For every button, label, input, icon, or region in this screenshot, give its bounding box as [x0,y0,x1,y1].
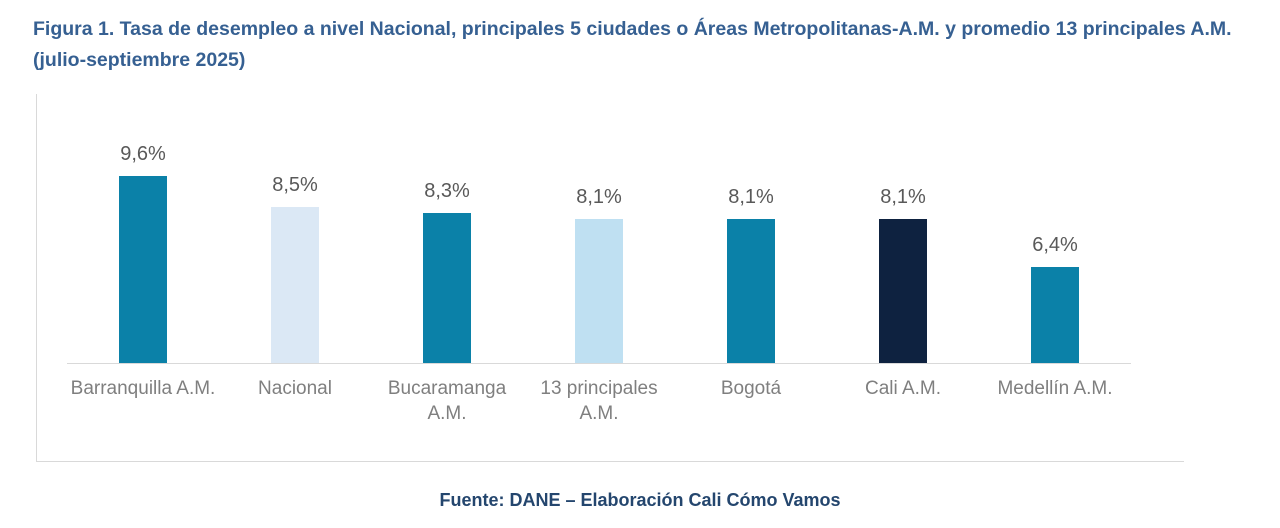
figure-title: Figura 1. Tasa de desempleo a nivel Naci… [33,18,1232,71]
bar [727,218,775,363]
x-axis-line [67,362,1131,364]
bar-value-label: 9,6% [120,142,166,165]
category-label: Bucaramanga A.M. [387,377,507,425]
bar-chart: 9,6% 8,5% 8,3% 8,1% 8,1% 8,1% 6,4% Barra… [36,93,1184,462]
category-label: Bogotá [720,377,782,399]
bar [271,206,319,363]
bar-column: 8,5% [219,174,371,363]
bar-column: 6,4% [979,234,1131,363]
source-caption: Fuente: DANE – Elaboración Cali Cómo Vam… [439,489,841,510]
category-label: 13 principales A.M. [540,377,658,425]
bar-column: 8,3% [371,180,523,363]
plot-area: 9,6% 8,5% 8,3% 8,1% 8,1% 8,1% 6,4% [67,94,1131,363]
bar-value-label: 8,1% [728,185,774,208]
x-axis-labels: Barranquilla A.M. Nacional Bucaramanga A… [67,376,1131,427]
bar [879,218,927,363]
category-label: Medellín A.M. [997,377,1113,399]
bar-value-label: 6,4% [1032,233,1078,256]
bar-column: 8,1% [675,186,827,363]
bar-value-label: 8,5% [272,173,318,196]
bar-column: 9,6% [67,143,219,363]
bar [1031,266,1079,363]
category-label: Cali A.M. [864,377,942,399]
bar-value-label: 8,1% [880,185,926,208]
bar-value-label: 8,3% [424,179,470,202]
bar [575,218,623,363]
bar-column: 8,1% [523,186,675,363]
category-label: Barranquilla A.M. [70,377,216,399]
bar [119,175,167,363]
category-label: Nacional [258,377,332,399]
bar [423,212,471,363]
bar-value-label: 8,1% [576,185,622,208]
bar-column: 8,1% [827,186,979,363]
